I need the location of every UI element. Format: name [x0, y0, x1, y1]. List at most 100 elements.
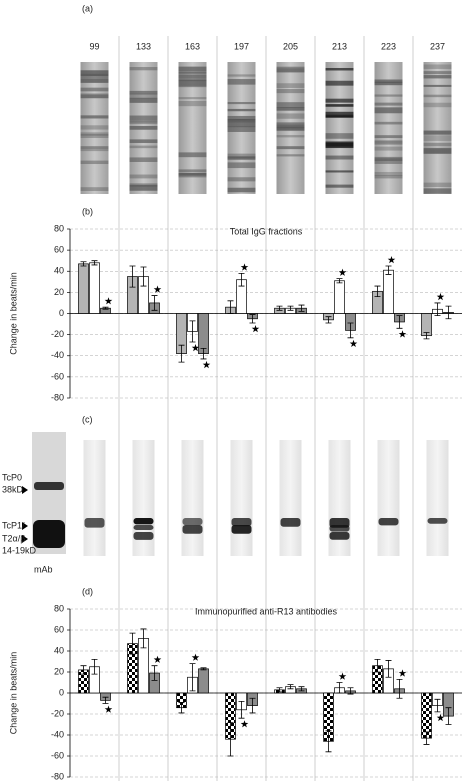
blot-band	[325, 98, 354, 103]
blot	[377, 440, 400, 556]
blot-band	[80, 125, 109, 130]
y-tick-label: -40	[51, 350, 64, 360]
blot-band	[329, 525, 350, 532]
y-tick-label: 60	[54, 245, 64, 255]
blot-band	[276, 89, 305, 94]
blot-band	[231, 525, 252, 534]
blot-band	[80, 187, 109, 191]
blot-band	[178, 75, 207, 82]
y-tick-label: -60	[51, 750, 64, 760]
blot-band	[178, 172, 207, 176]
blot-band	[374, 81, 403, 86]
error-bar	[129, 265, 136, 288]
blot-band	[378, 518, 399, 526]
error-bar	[102, 696, 109, 704]
error-bar	[287, 684, 294, 690]
blot-band	[227, 177, 256, 182]
error-bar	[200, 667, 207, 671]
error-bar	[129, 632, 136, 655]
arrow	[22, 486, 28, 494]
y-tick-label: 80	[54, 603, 64, 613]
bar	[198, 313, 209, 354]
y-tick-label: 40	[54, 266, 64, 276]
blot-band	[129, 139, 158, 143]
blot	[80, 62, 109, 194]
y-axis-label: Change in beats/min	[8, 652, 18, 735]
blot-band	[129, 185, 158, 191]
error-bar	[336, 682, 343, 694]
blot-band	[423, 75, 452, 79]
blot-band	[374, 102, 403, 106]
blot-band	[80, 93, 109, 99]
error-bar	[434, 302, 441, 317]
blot	[426, 440, 449, 556]
error-bar	[423, 332, 430, 340]
blot	[181, 440, 204, 556]
blot-band	[178, 169, 207, 172]
blot-band	[276, 83, 305, 88]
y-tick-label: 20	[54, 287, 64, 297]
error-bar	[385, 660, 392, 678]
y-tick-label: -20	[51, 329, 64, 339]
sample-number: 213	[332, 41, 347, 51]
blot-band	[178, 70, 207, 74]
error-bar	[445, 305, 452, 320]
error-bar	[287, 305, 294, 311]
error-bar	[325, 316, 332, 324]
blot-band	[129, 174, 158, 179]
blot-label: mAb	[34, 564, 53, 574]
blot-band	[276, 127, 305, 132]
blot-band	[325, 170, 354, 173]
error-bar	[80, 665, 87, 675]
blot-band	[178, 66, 207, 71]
blot-band	[84, 518, 105, 528]
error-bar	[80, 261, 87, 267]
blot-band	[325, 98, 354, 103]
bar	[334, 280, 345, 314]
blot-band	[133, 518, 154, 525]
blot-band	[423, 135, 452, 141]
blot-band	[129, 157, 158, 162]
blot-band	[129, 145, 158, 149]
blot-band	[129, 115, 158, 121]
sample-number: 237	[430, 41, 445, 51]
y-tick-label: -40	[51, 729, 64, 739]
arrow	[22, 522, 28, 530]
blot-band	[276, 154, 305, 157]
blot-band	[227, 121, 256, 128]
blot-band	[423, 142, 452, 147]
blot-band	[276, 68, 305, 72]
y-tick-label: 80	[54, 223, 64, 233]
blot-band	[325, 141, 354, 147]
blot-band	[325, 115, 354, 118]
significance-star	[436, 713, 445, 722]
blot-label: T2α/β	[2, 533, 25, 543]
blot-band	[80, 87, 109, 92]
blot-band	[374, 79, 403, 84]
error-bar	[374, 285, 381, 297]
panel-label: (b)	[82, 206, 93, 216]
error-bar	[336, 278, 343, 284]
blot-band	[374, 121, 403, 125]
error-bar	[249, 314, 256, 324]
blot-band	[227, 119, 256, 122]
blot-band	[227, 162, 256, 169]
y-tick-label: -80	[51, 392, 64, 402]
blot-band	[178, 72, 207, 76]
significance-star	[387, 256, 396, 264]
blot-band	[129, 67, 158, 71]
y-tick-label: 20	[54, 666, 64, 676]
blot-band	[227, 115, 256, 120]
blot-band	[423, 182, 452, 187]
error-bar	[91, 260, 98, 266]
blot-label: TcP0	[2, 472, 22, 482]
blot-band	[276, 107, 305, 111]
blot-band	[276, 126, 305, 131]
bar	[383, 269, 394, 314]
y-axis-label: Change in beats/min	[8, 272, 18, 355]
significance-star	[240, 720, 249, 728]
blot-band	[129, 120, 158, 123]
blot-band	[276, 102, 305, 108]
blot-band	[325, 111, 354, 118]
blot-label: 14-19kD	[2, 545, 37, 555]
